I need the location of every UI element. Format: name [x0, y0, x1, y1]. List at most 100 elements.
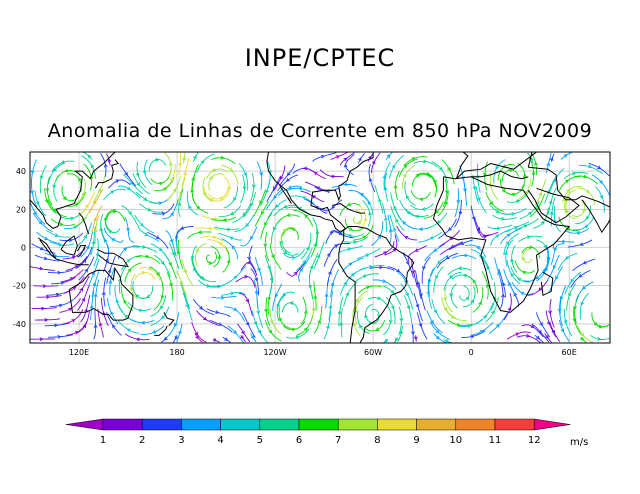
streamline-arrow: [456, 199, 461, 204]
streamline-arrow: [283, 204, 288, 209]
streamline-arrow: [357, 220, 362, 225]
streamline-arrow: [343, 163, 348, 168]
streamline-arrow: [226, 259, 231, 264]
streamline-arrow: [161, 315, 165, 320]
coastline-segment: [163, 312, 175, 327]
streamline-arrow: [217, 284, 222, 289]
streamline-arrow: [89, 304, 94, 309]
streamline-arrow: [95, 251, 100, 257]
streamline-arrow: [207, 226, 212, 231]
streamline-arrow: [203, 316, 208, 321]
streamline-arrow: [335, 155, 340, 159]
colorbar-segment: [181, 418, 221, 431]
streamline-arrow: [565, 227, 570, 232]
streamline-arrow: [580, 332, 585, 337]
colorbar-label: 3: [178, 435, 184, 446]
streamline-arrow: [142, 244, 147, 249]
streamline-arrow: [434, 209, 439, 214]
streamline-arrow: [209, 198, 214, 203]
streamline-arrow: [304, 214, 309, 219]
streamline-arrow: [303, 327, 308, 332]
streamline-arrow: [535, 275, 540, 280]
streamline-arrow: [230, 211, 235, 215]
streamline-arrow: [579, 242, 584, 247]
streamline-arrow: [459, 241, 464, 245]
streamline-arrow: [366, 285, 371, 290]
streamline-arrow: [368, 265, 374, 269]
streamline-arrow: [220, 155, 225, 160]
streamline: [415, 335, 417, 342]
streamline-arrow: [337, 310, 342, 315]
streamline-arrow: [101, 291, 106, 296]
streamline-arrow: [267, 296, 272, 301]
streamline-arrow: [530, 324, 535, 329]
streamline-arrow: [393, 227, 397, 232]
streamline-arrow: [548, 310, 552, 315]
streamline-arrow: [44, 317, 49, 322]
streamline-arrow: [264, 222, 268, 227]
coastline-segment: [94, 159, 120, 189]
streamline-arrow: [209, 176, 213, 180]
streamline-arrow: [546, 161, 551, 167]
streamline-arrow: [358, 157, 362, 162]
streamline-arrow: [194, 331, 199, 336]
streamline-arrow: [115, 179, 120, 183]
coastline-segment: [76, 245, 87, 258]
streamline-arrow: [90, 164, 95, 169]
colorbar-label: 7: [335, 435, 341, 446]
colorbar-segment: [337, 418, 378, 431]
streamline-arrow: [513, 226, 519, 230]
colorbar-segment: [377, 418, 417, 431]
streamline-arrow: [359, 324, 363, 329]
streamline-arrow: [545, 335, 549, 339]
streamline-arrow: [363, 216, 368, 221]
streamline-arrow: [93, 217, 97, 222]
streamline-arrow: [501, 188, 506, 193]
coastline-segment: [332, 203, 354, 212]
streamline-arrow: [282, 228, 287, 233]
streamline-arrow: [390, 289, 395, 294]
streamline-arrow: [315, 205, 320, 210]
lon-tick-label: 180: [169, 348, 184, 357]
streamline-arrow: [456, 322, 461, 327]
streamline-arrow: [430, 320, 434, 325]
streamline: [371, 152, 381, 174]
streamline-arrow: [39, 266, 44, 271]
streamline-arrow: [256, 267, 261, 272]
streamline-arrow: [241, 330, 245, 335]
streamline-arrow: [39, 246, 45, 251]
streamline-arrow: [126, 186, 131, 191]
streamline-arrow: [124, 171, 128, 176]
streamline-arrow: [35, 201, 40, 206]
streamline-arrow: [212, 168, 217, 173]
streamline-arrow: [489, 201, 494, 206]
streamline-arrow: [302, 259, 307, 264]
colorbar-label: 9: [413, 435, 419, 446]
streamline-arrow: [345, 292, 349, 297]
streamline-arrow: [415, 304, 420, 309]
streamline-arrow: [383, 251, 388, 255]
streamline-arrow: [242, 186, 247, 191]
streamline-arrow: [347, 247, 352, 252]
streamline-arrow: [211, 235, 216, 240]
streamline-arrow: [197, 230, 202, 235]
streamline-arrow: [531, 171, 536, 176]
streamline-arrow: [462, 273, 467, 278]
streamline-arrow: [158, 247, 163, 252]
streamline-arrow: [399, 330, 404, 335]
streamline-arrow: [143, 197, 148, 201]
colorbar-segment: [220, 418, 261, 431]
streamline-arrow: [549, 156, 554, 161]
streamline-arrow: [79, 287, 84, 292]
streamline-arrow: [384, 216, 388, 221]
streamline-arrow: [233, 330, 237, 335]
streamline-arrow: [485, 283, 490, 288]
streamline-arrow: [278, 317, 282, 322]
streamline-arrow: [348, 227, 353, 231]
streamline-arrow: [193, 155, 197, 160]
streamline-arrow: [195, 335, 199, 340]
streamline-arrow: [353, 240, 358, 245]
streamline-arrow: [547, 321, 551, 326]
streamline-arrow: [379, 265, 384, 270]
streamline-arrow: [404, 235, 409, 240]
